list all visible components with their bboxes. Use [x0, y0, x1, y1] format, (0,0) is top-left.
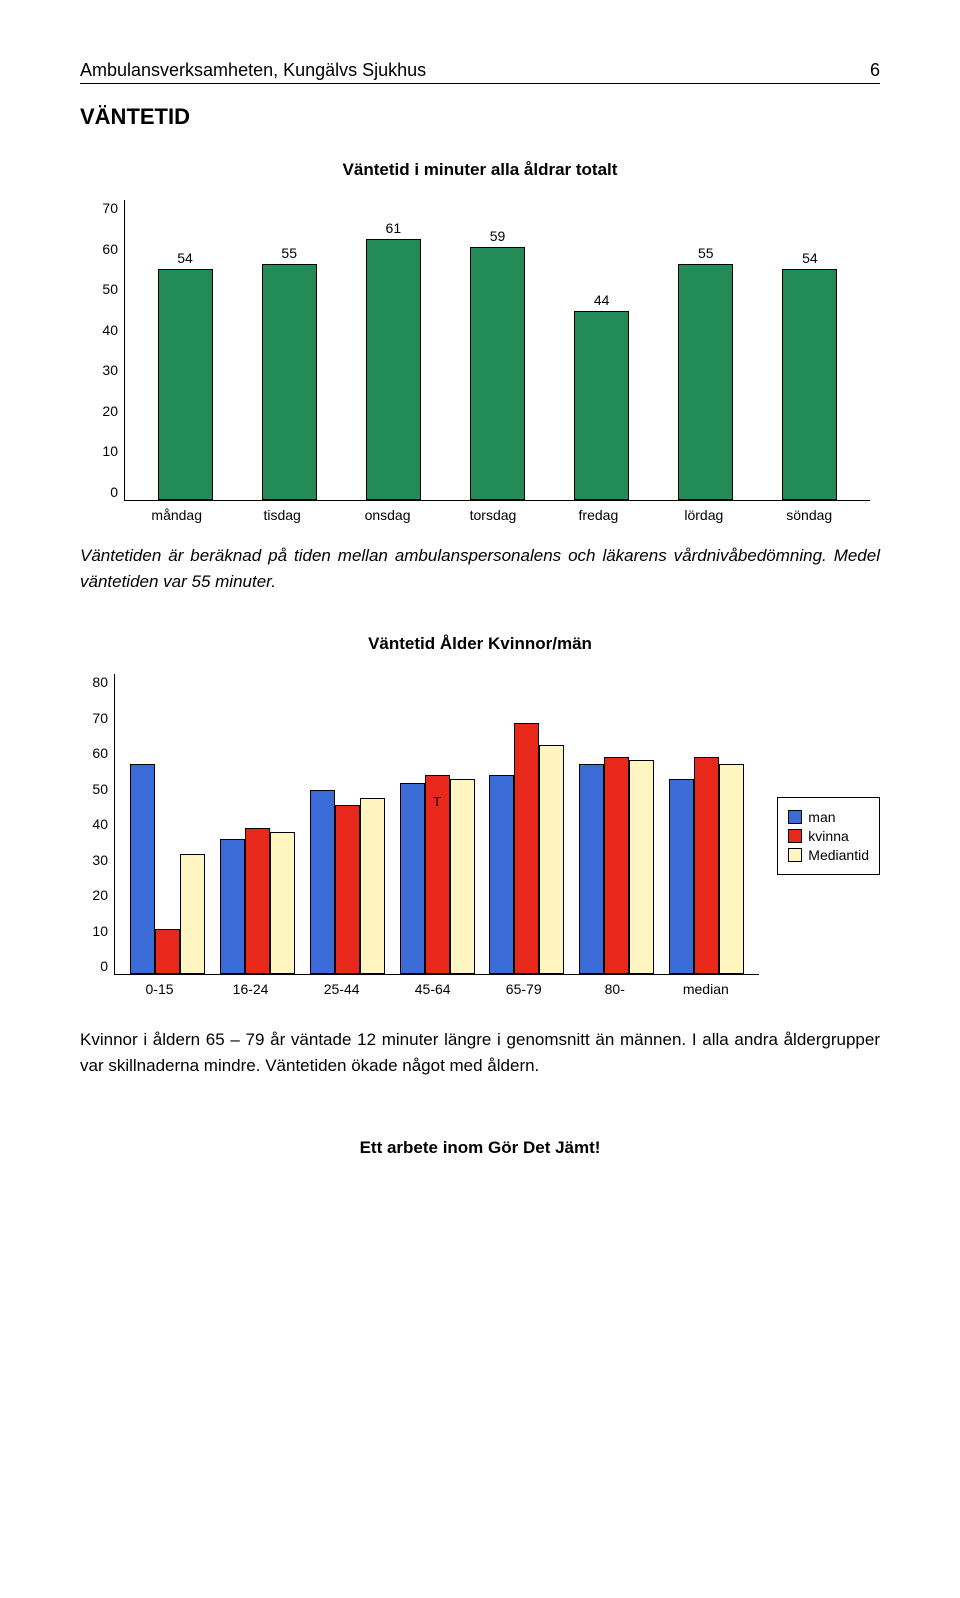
chart2-bar — [450, 779, 475, 974]
section-title: VÄNTETID — [80, 104, 880, 130]
chart1-ytick: 40 — [90, 322, 118, 338]
chart1-bar-value: 55 — [281, 245, 297, 261]
chart2-ytick: 10 — [80, 923, 108, 939]
chart2: Väntetid Ålder Kvinnor/män 0 10 20 30 40 50 60… — [80, 634, 880, 997]
chart1-bar-value: 59 — [490, 228, 506, 244]
legend-label: man — [808, 809, 835, 825]
chart1-bar: 61 — [366, 239, 421, 500]
chart2-ytick: 40 — [80, 816, 108, 832]
chart2-bar — [155, 929, 180, 974]
chart2-bar — [360, 798, 385, 974]
chart2-bar — [604, 757, 629, 975]
legend-label: Mediantid — [808, 847, 869, 863]
chart2-xtick: 16-24 — [205, 981, 296, 997]
chart1-y-axis: 0 10 20 30 40 50 60 70 — [90, 200, 124, 500]
chart2-bar — [130, 764, 155, 974]
chart2-xtick: 80- — [569, 981, 660, 997]
chart1-ytick: 50 — [90, 281, 118, 297]
chart1-xtick: onsdag — [335, 507, 440, 523]
legend-item: kvinna — [788, 828, 869, 844]
chart2-bar — [180, 854, 205, 974]
chart2-ytick: 0 — [80, 958, 108, 974]
chart1-bar-value: 55 — [698, 245, 714, 261]
chart2-bar — [245, 828, 270, 974]
chart2-bar — [400, 783, 425, 974]
chart2-title: Väntetid Ålder Kvinnor/män — [80, 634, 880, 654]
chart2-y-axis: 0 10 20 30 40 50 60 70 80 — [80, 674, 114, 974]
legend-swatch — [788, 848, 802, 862]
chart2-xtick: 0-15 — [114, 981, 205, 997]
chart1-ytick: 0 — [90, 484, 118, 500]
chart2-bar — [514, 723, 539, 974]
header-page-num: 6 — [870, 60, 880, 81]
chart2-ytick: 70 — [80, 710, 108, 726]
chart2-xtick: median — [660, 981, 751, 997]
chart1: Väntetid i minuter alla åldrar totalt 0 1… — [90, 160, 870, 523]
chart2-ytick: 30 — [80, 852, 108, 868]
chart2-bar — [629, 760, 654, 974]
chart1-title: Väntetid i minuter alla åldrar totalt — [90, 160, 870, 180]
chart1-ytick: 20 — [90, 403, 118, 419]
chart1-x-axis: måndagtisdagonsdagtorsdagfredaglördagsön… — [90, 501, 870, 523]
chart2-ytick: 60 — [80, 745, 108, 761]
chart1-ytick: 10 — [90, 443, 118, 459]
chart1-bar-value: 44 — [594, 292, 610, 308]
chart2-bar — [719, 764, 744, 974]
chart1-ytick: 70 — [90, 200, 118, 216]
header-org: Ambulansverksamheten, Kungälvs Sjukhus — [80, 60, 426, 81]
chart1-xtick: fredag — [546, 507, 651, 523]
chart2-ytick: 80 — [80, 674, 108, 690]
chart1-bar: 44 — [574, 311, 629, 500]
chart2-xtick: 65-79 — [478, 981, 569, 997]
chart2-ytick: 50 — [80, 781, 108, 797]
chart1-bar: 54 — [158, 269, 213, 500]
chart1-bar-value: 54 — [177, 250, 193, 266]
chart2-legend: man kvinna Mediantid — [777, 797, 880, 875]
legend-label: kvinna — [808, 828, 848, 844]
chart1-bar: 59 — [470, 247, 525, 500]
chart2-bar — [310, 790, 335, 974]
chart1-xtick: torsdag — [440, 507, 545, 523]
chart2-bar — [220, 839, 245, 974]
chart1-xtick: lördag — [651, 507, 756, 523]
chart1-bar: 54 — [782, 269, 837, 500]
chart1-ytick: 30 — [90, 362, 118, 378]
chart1-ytick: 60 — [90, 241, 118, 257]
chart1-xtick: söndag — [757, 507, 862, 523]
chart1-bar-value: 54 — [802, 250, 818, 266]
legend-item: man — [788, 809, 869, 825]
header-rule — [80, 83, 880, 84]
chart2-xtick: 45-64 — [387, 981, 478, 997]
legend-item: Mediantid — [788, 847, 869, 863]
chart2-bar — [539, 745, 564, 974]
chart2-bar — [579, 764, 604, 974]
legend-swatch — [788, 829, 802, 843]
paragraph-2: Kvinnor i åldern 65 – 79 år väntade 12 m… — [80, 1027, 880, 1078]
legend-swatch — [788, 810, 802, 824]
chart2-t-marker: T — [433, 794, 441, 809]
chart2-ytick: 20 — [80, 887, 108, 903]
chart1-bar: 55 — [262, 264, 317, 500]
chart1-xtick: tisdag — [229, 507, 334, 523]
chart2-bar — [335, 805, 360, 974]
chart2-bar — [669, 779, 694, 974]
paragraph-1: Väntetiden är beräknad på tiden mellan a… — [80, 543, 880, 594]
chart2-bar — [489, 775, 514, 974]
chart1-bar-value: 61 — [386, 220, 402, 236]
chart2-plot: T — [114, 674, 759, 975]
chart1-plot: 54556159445554 — [124, 200, 870, 501]
footer-text: Ett arbete inom Gör Det Jämt! — [80, 1138, 880, 1158]
chart2-x-axis: 0-1516-2425-4445-6465-7980-median — [80, 975, 759, 997]
chart2-bar — [270, 832, 295, 975]
chart1-xtick: måndag — [124, 507, 229, 523]
chart1-bar: 55 — [678, 264, 733, 500]
chart2-bar — [694, 757, 719, 975]
chart2-xtick: 25-44 — [296, 981, 387, 997]
